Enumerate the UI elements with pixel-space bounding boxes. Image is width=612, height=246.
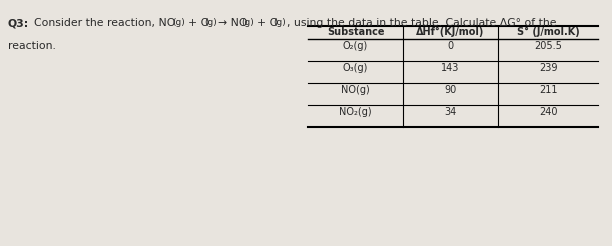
Text: 205.5: 205.5	[534, 41, 562, 51]
Text: → NO: → NO	[218, 18, 247, 28]
Text: (g): (g)	[204, 18, 217, 27]
Text: + O: + O	[188, 18, 209, 28]
Text: NO₂(g): NO₂(g)	[339, 107, 372, 117]
Text: ΔHf°(KJ/mol): ΔHf°(KJ/mol)	[416, 27, 485, 37]
Text: 143: 143	[441, 63, 460, 73]
Text: Substance: Substance	[327, 27, 384, 37]
Text: 90: 90	[444, 85, 457, 95]
Text: + O: + O	[257, 18, 278, 28]
Text: 0: 0	[447, 41, 453, 51]
Text: 34: 34	[444, 107, 457, 117]
Text: S° (J/mol.K): S° (J/mol.K)	[517, 27, 580, 37]
Text: NO(g): NO(g)	[341, 85, 370, 95]
Text: , using the data in the table. Calculate ΔG° of the: , using the data in the table. Calculate…	[287, 18, 556, 28]
Text: O₃(g): O₃(g)	[343, 63, 368, 73]
Text: (g): (g)	[172, 18, 185, 27]
Text: 240: 240	[539, 107, 558, 117]
Text: (g): (g)	[241, 18, 254, 27]
Text: Q3:: Q3:	[8, 18, 29, 28]
Text: Consider the reaction, NO: Consider the reaction, NO	[34, 18, 176, 28]
Text: reaction.: reaction.	[8, 41, 56, 51]
Text: 211: 211	[539, 85, 558, 95]
Text: (g): (g)	[273, 18, 286, 27]
Text: O₂(g): O₂(g)	[343, 41, 368, 51]
Text: 239: 239	[539, 63, 558, 73]
